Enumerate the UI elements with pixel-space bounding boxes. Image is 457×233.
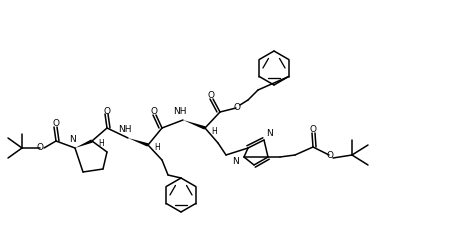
Text: H: H [211,127,217,136]
Text: N: N [69,134,76,144]
Polygon shape [183,120,206,130]
Text: O: O [309,126,317,134]
Text: N: N [232,157,239,165]
Text: O: O [37,144,43,153]
Polygon shape [75,139,93,148]
Text: H: H [98,140,104,148]
Text: NH: NH [118,124,132,134]
Text: O: O [53,120,59,129]
Text: NH: NH [173,106,187,116]
Text: O: O [326,151,334,161]
Polygon shape [128,138,149,147]
Text: O: O [103,106,111,116]
Text: H: H [154,144,160,153]
Text: O: O [150,107,158,116]
Text: N: N [266,130,273,138]
Text: O: O [234,103,240,112]
Text: O: O [207,92,214,100]
